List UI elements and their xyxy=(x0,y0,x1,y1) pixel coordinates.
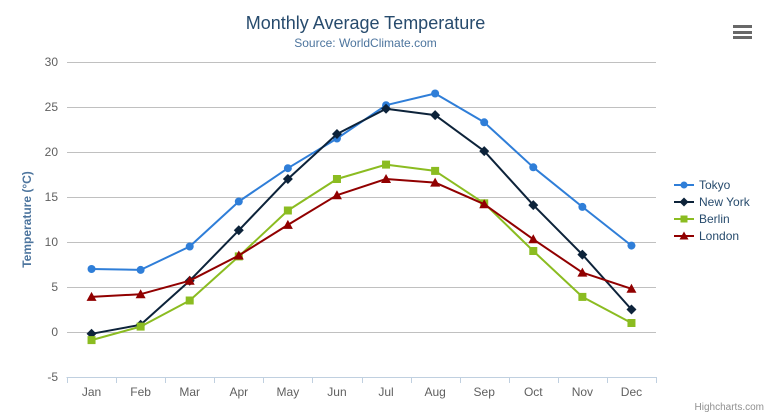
x-axis-label: Aug xyxy=(424,385,445,399)
y-axis-label: 20 xyxy=(45,145,59,159)
legend-item-berlin[interactable]: Berlin xyxy=(674,211,750,226)
x-axis-label: Feb xyxy=(130,385,151,399)
data-point-tokyo-aug[interactable] xyxy=(431,89,440,98)
data-point-new-york-dec[interactable] xyxy=(626,304,637,315)
data-point-berlin-jun[interactable] xyxy=(332,175,341,183)
data-point-new-york-nov[interactable] xyxy=(577,249,588,260)
data-point-berlin-aug[interactable] xyxy=(431,166,440,175)
data-point-berlin-mar[interactable] xyxy=(185,296,194,305)
data-point-berlin-nov[interactable] xyxy=(578,292,587,301)
export-menu-button[interactable] xyxy=(733,25,752,39)
y-axis-label: 5 xyxy=(51,280,58,294)
x-axis-label: Nov xyxy=(572,385,593,399)
data-point-new-york-jun[interactable] xyxy=(331,129,342,139)
legend-item-new-york[interactable]: New York xyxy=(674,194,750,209)
data-point-london-jan[interactable] xyxy=(86,291,97,301)
data-point-tokyo-apr[interactable] xyxy=(234,197,243,206)
diamond-icon xyxy=(679,197,689,206)
legend-item-tokyo[interactable]: Tokyo xyxy=(674,177,750,192)
y-axis-label: -5 xyxy=(47,370,58,384)
x-axis-label: May xyxy=(277,385,300,399)
data-point-berlin-jul[interactable] xyxy=(382,160,391,169)
data-point-berlin-dec[interactable] xyxy=(627,319,636,327)
data-point-berlin-feb[interactable] xyxy=(136,322,145,331)
circle-icon xyxy=(680,181,688,188)
hamburger-icon xyxy=(733,30,752,34)
data-point-berlin-jan[interactable] xyxy=(87,336,96,345)
data-point-london-apr[interactable] xyxy=(233,250,244,260)
y-axis-label: 10 xyxy=(45,235,59,249)
y-axis-label: 0 xyxy=(51,325,58,339)
data-point-london-feb[interactable] xyxy=(135,289,146,299)
legend-label: London xyxy=(699,228,740,243)
x-axis-label: Oct xyxy=(524,385,543,399)
data-point-berlin-may[interactable] xyxy=(283,206,292,215)
legend-item-london[interactable]: London xyxy=(674,228,750,243)
x-axis-label: Sep xyxy=(474,385,496,399)
legend-label: Tokyo xyxy=(699,177,731,192)
chart-subtitle: Source: WorldClimate.com xyxy=(294,36,437,50)
data-point-new-york-sep[interactable] xyxy=(479,146,490,157)
series-line-tokyo[interactable] xyxy=(90,92,633,271)
chart-title: Monthly Average Temperature xyxy=(245,13,486,33)
data-point-london-jul[interactable] xyxy=(381,174,392,183)
x-axis-label: Jun xyxy=(327,385,346,399)
hamburger-icon xyxy=(733,36,752,39)
data-point-london-dec[interactable] xyxy=(626,283,637,293)
data-point-new-york-oct[interactable] xyxy=(528,200,539,211)
data-point-tokyo-mar[interactable] xyxy=(185,242,194,251)
data-point-tokyo-nov[interactable] xyxy=(578,202,587,211)
data-point-berlin-oct[interactable] xyxy=(529,247,538,255)
x-axis-label: Mar xyxy=(179,385,200,399)
legend-label: New York xyxy=(699,194,750,209)
y-axis-title: Temperature (°C) xyxy=(20,171,34,268)
data-point-tokyo-oct[interactable] xyxy=(529,163,538,172)
triangle-icon xyxy=(679,231,689,239)
data-point-tokyo-feb[interactable] xyxy=(136,265,145,274)
x-axis-label: Dec xyxy=(621,385,642,399)
data-point-new-york-may[interactable] xyxy=(282,174,293,184)
series-line-new-york[interactable] xyxy=(90,107,633,335)
legend: Tokyo New York Berlin London xyxy=(674,178,750,246)
series-line-berlin[interactable] xyxy=(90,163,633,342)
data-point-new-york-aug[interactable] xyxy=(430,110,441,121)
y-axis-label: 30 xyxy=(45,55,59,69)
data-point-london-nov[interactable] xyxy=(577,267,588,277)
legend-label: Berlin xyxy=(699,211,730,226)
data-point-tokyo-dec[interactable] xyxy=(627,241,636,250)
data-point-tokyo-may[interactable] xyxy=(283,164,292,173)
square-icon xyxy=(680,215,688,222)
legend-symbol-new-york xyxy=(674,197,694,206)
x-axis-label: Apr xyxy=(229,385,248,399)
data-point-london-aug[interactable] xyxy=(430,177,441,187)
hamburger-icon xyxy=(733,25,752,28)
x-axis-label: Jul xyxy=(378,385,393,399)
y-axis-label: 15 xyxy=(45,190,59,204)
legend-symbol-tokyo xyxy=(674,181,694,188)
data-point-tokyo-jan[interactable] xyxy=(87,265,96,273)
data-point-tokyo-sep[interactable] xyxy=(480,118,489,127)
data-point-london-jun[interactable] xyxy=(331,190,342,200)
y-axis-label: 25 xyxy=(45,100,59,114)
data-point-new-york-apr[interactable] xyxy=(233,225,244,236)
data-point-london-sep[interactable] xyxy=(479,199,490,209)
data-point-london-mar[interactable] xyxy=(184,275,195,285)
data-point-london-may[interactable] xyxy=(282,219,293,229)
data-point-london-oct[interactable] xyxy=(528,234,539,244)
series-line-london[interactable] xyxy=(90,178,633,298)
data-point-new-york-jul[interactable] xyxy=(381,103,392,114)
credits-link[interactable]: Highcharts.com xyxy=(694,402,764,413)
legend-symbol-london xyxy=(674,231,694,239)
x-axis-label: Jan xyxy=(82,385,101,399)
legend-symbol-berlin xyxy=(674,215,694,222)
